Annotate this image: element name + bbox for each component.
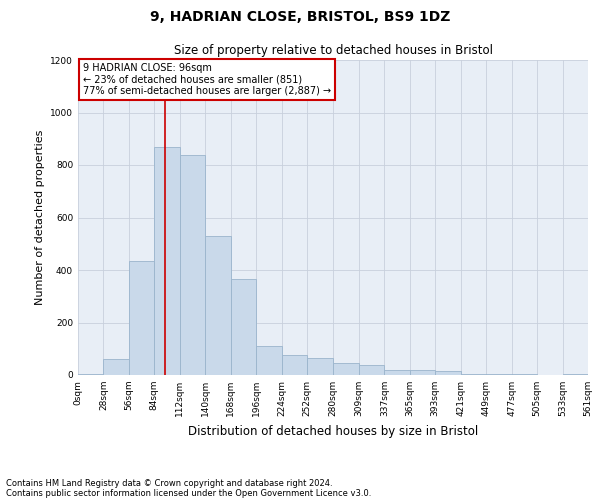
Bar (78, 374, 103, 375)
Bar (461, 374, 486, 375)
Text: 9, HADRIAN CLOSE, BRISTOL, BS9 1DZ: 9, HADRIAN CLOSE, BRISTOL, BS9 1DZ (150, 10, 450, 24)
Bar (359, 364, 385, 375)
Bar (154, 146, 180, 375)
Bar (205, 236, 231, 375)
Bar (385, 370, 410, 375)
Bar (563, 374, 588, 375)
Bar (512, 374, 537, 375)
Bar (231, 279, 256, 375)
Text: 9 HADRIAN CLOSE: 96sqm
← 23% of detached houses are smaller (851)
77% of semi-de: 9 HADRIAN CLOSE: 96sqm ← 23% of detached… (83, 63, 331, 96)
Bar (256, 346, 281, 375)
X-axis label: Distribution of detached houses by size in Bristol: Distribution of detached houses by size … (188, 424, 478, 438)
Bar (486, 374, 512, 375)
Y-axis label: Number of detached properties: Number of detached properties (35, 130, 44, 305)
Bar (281, 356, 307, 375)
Title: Size of property relative to detached houses in Bristol: Size of property relative to detached ho… (173, 44, 493, 58)
Bar (332, 363, 359, 375)
Bar (180, 154, 205, 375)
Bar (307, 358, 332, 375)
Text: Contains HM Land Registry data © Crown copyright and database right 2024.: Contains HM Land Registry data © Crown c… (6, 478, 332, 488)
Bar (129, 261, 154, 375)
Bar (435, 371, 461, 375)
Bar (410, 370, 435, 375)
Text: Contains public sector information licensed under the Open Government Licence v3: Contains public sector information licen… (6, 488, 371, 498)
Bar (103, 359, 129, 375)
